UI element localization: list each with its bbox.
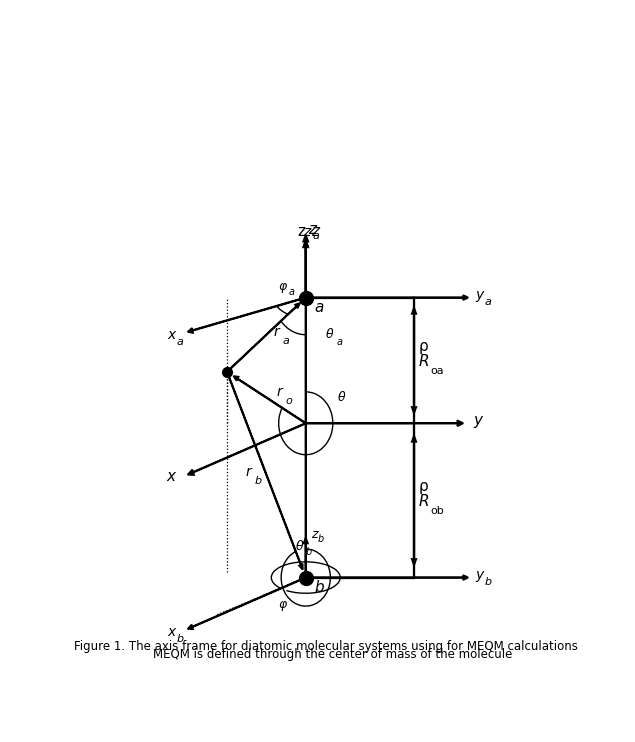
Text: y: y — [476, 288, 484, 302]
Text: y: y — [476, 568, 484, 582]
Text: z: z — [297, 224, 305, 240]
Text: a: a — [312, 232, 319, 241]
FancyArrow shape — [306, 295, 468, 300]
FancyArrow shape — [304, 537, 308, 577]
FancyArrow shape — [188, 423, 306, 475]
Text: z: z — [311, 224, 319, 240]
FancyArrow shape — [412, 298, 416, 413]
Text: θ: θ — [296, 539, 304, 553]
Text: b: b — [255, 476, 262, 486]
FancyArrow shape — [188, 298, 306, 333]
Text: φ: φ — [279, 280, 287, 292]
Text: x: x — [166, 469, 175, 484]
Text: x: x — [167, 625, 175, 639]
Text: R: R — [419, 354, 429, 369]
Text: b: b — [485, 577, 491, 587]
Text: b: b — [314, 580, 324, 595]
Text: MEQM is defined through the center of mass of the molecule: MEQM is defined through the center of ma… — [138, 649, 512, 661]
Text: a: a — [485, 297, 491, 307]
FancyArrow shape — [227, 372, 303, 570]
Text: a: a — [283, 336, 290, 346]
FancyArrow shape — [412, 423, 416, 565]
Text: R: R — [419, 494, 429, 509]
Text: z: z — [308, 222, 316, 237]
FancyArrow shape — [412, 308, 416, 423]
FancyArrow shape — [412, 436, 416, 577]
FancyArrow shape — [304, 240, 308, 298]
Text: a: a — [337, 337, 342, 347]
FancyArrow shape — [227, 303, 300, 372]
Text: y: y — [473, 413, 482, 428]
Text: φ: φ — [279, 599, 287, 611]
Text: b: b — [306, 548, 312, 557]
Text: ρ: ρ — [419, 479, 429, 493]
Text: oa: oa — [431, 366, 444, 375]
FancyArrow shape — [234, 376, 306, 424]
Text: r: r — [276, 385, 282, 399]
Text: Figure 1. The axis frame for diatomic molecular systems using for MEQM calculati: Figure 1. The axis frame for diatomic mo… — [74, 640, 577, 653]
Text: a: a — [177, 337, 184, 347]
Text: a: a — [288, 287, 295, 297]
Text: θ: θ — [338, 391, 345, 404]
Text: o: o — [285, 396, 292, 406]
FancyArrow shape — [306, 575, 468, 580]
FancyArrow shape — [188, 577, 306, 629]
Text: θ: θ — [325, 328, 333, 341]
Text: a: a — [314, 301, 324, 315]
FancyArrow shape — [306, 421, 464, 426]
FancyArrow shape — [304, 234, 308, 298]
Text: ob: ob — [431, 506, 444, 516]
FancyArrow shape — [304, 240, 308, 583]
Text: z: z — [304, 225, 311, 239]
Text: z: z — [311, 528, 317, 541]
Text: b: b — [177, 634, 184, 644]
Text: r: r — [246, 464, 251, 479]
Text: x: x — [167, 328, 175, 342]
Text: ρ: ρ — [419, 338, 429, 354]
Text: r: r — [274, 325, 279, 339]
Text: b: b — [318, 534, 324, 544]
